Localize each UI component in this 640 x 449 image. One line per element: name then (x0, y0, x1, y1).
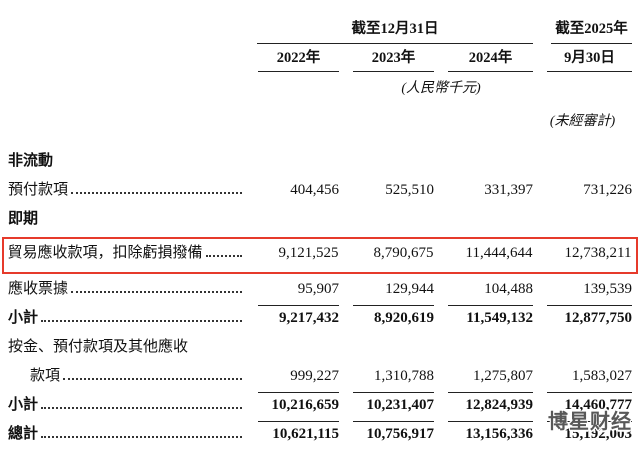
cell-value (434, 349, 533, 351)
cell-value: 12,824,939 (434, 392, 533, 422)
cell-value: 10,216,659 (250, 392, 339, 422)
unaudited-note: (未經審計) (549, 114, 616, 129)
row-label-text: 小計 (8, 310, 39, 326)
dot-leader (41, 436, 242, 438)
table-row: 預付款項 404,456 525,510 331,397 731,226 (8, 177, 632, 206)
table-row: 總計 10,621,115 10,756,917 13,156,336 15,192,0… (8, 421, 632, 449)
cell-value (533, 221, 632, 223)
cell-value: 525,510 (385, 182, 434, 198)
row-label: 貿易應收款項，扣除虧損撥備 (8, 240, 250, 267)
table-unit-note-row: (人民幣千元) (8, 72, 632, 96)
table-row: 小計 10,216,659 10,231,407 12,824,939 14,460,7… (8, 392, 632, 422)
row-label: 應收票據 (8, 276, 250, 303)
table-body: 非流動預付款項 404,456 525,510 331,397 731,226 即期貿易應… (2, 148, 638, 449)
cell-value (434, 163, 533, 165)
cell-value (339, 221, 434, 223)
header-spacer (8, 16, 250, 44)
cell-value: 331,397 (484, 182, 533, 198)
cell-value: 999,227 (250, 363, 339, 393)
row-label: 小計 (8, 392, 250, 419)
dot-leader (71, 192, 242, 194)
cell-value: 9,217,432 (279, 310, 339, 326)
cell-value: 11,444,644 (465, 245, 533, 261)
row-label: 款項 (8, 363, 250, 390)
cell-value: 12,738,211 (564, 245, 632, 261)
table-row-highlighted: 貿易應收款項，扣除虧損撥備 9,121,525 8,790,675 11,444,64… (2, 237, 638, 274)
header-year-2022: 2022年 (258, 46, 339, 72)
header-year-2023: 2023年 (353, 46, 434, 72)
table-row: 應收票據 95,907 129,944 104,488 139,539 (8, 276, 632, 306)
dot-leader (63, 378, 242, 380)
cell-value: 731,226 (583, 182, 632, 198)
table-row: 非流動 (8, 148, 632, 177)
cell-value: 13,156,336 (434, 421, 534, 449)
table-row: 小計 9,217,432 8,920,619 11,549,132 12,877,750 (8, 305, 632, 334)
cell-value (250, 221, 339, 223)
cell-value (339, 349, 434, 351)
dot-leader (205, 255, 242, 257)
cell-value (339, 163, 434, 165)
row-label: 總計 (8, 421, 250, 448)
cell-value: 15,192,003 (533, 421, 633, 449)
cell-value: 14,460,777 (533, 392, 632, 422)
header-group-2025: 截至2025年 (551, 17, 632, 44)
cell-value: 139,539 (533, 276, 632, 306)
header-spacer (8, 44, 250, 72)
row-label: 即期 (8, 206, 250, 233)
cell-value (250, 349, 339, 351)
cell-value (533, 163, 632, 165)
cell-value: 129,944 (339, 276, 434, 306)
cell-value: 1,310,788 (339, 363, 434, 393)
row-label-text: 小計 (8, 397, 39, 413)
dot-leader (41, 320, 242, 322)
table-row: 按金、預付款項及其他應收 (8, 334, 632, 363)
row-label-text: 款項 (30, 368, 61, 384)
cell-value: 10,231,407 (339, 392, 434, 422)
cell-value: 10,756,917 (339, 421, 435, 449)
table-row: 即期 (8, 206, 632, 235)
header-group-dec31: 截至12月31日 (257, 17, 533, 44)
row-label-text: 即期 (8, 211, 39, 227)
cell-value: 11,549,132 (466, 310, 533, 326)
row-label: 小計 (8, 305, 250, 332)
row-label-text: 應收票據 (8, 281, 69, 297)
header-gap (533, 16, 551, 44)
cell-value: 10,621,115 (250, 421, 339, 449)
cell-value: 95,907 (250, 276, 339, 306)
dot-leader (71, 291, 242, 293)
row-label: 預付款項 (8, 177, 250, 204)
cell-value: 104,488 (434, 276, 533, 306)
row-label: 按金、預付款項及其他應收 (8, 334, 250, 361)
cell-value: 9,121,525 (278, 245, 339, 261)
row-label-text: 貿易應收款項，扣除虧損撥備 (7, 245, 203, 261)
cell-value: 1,583,027 (533, 363, 632, 393)
cell-value: 8,920,619 (374, 310, 434, 326)
cell-value: 8,790,675 (373, 245, 434, 261)
cell-value: 12,877,750 (564, 310, 633, 326)
row-label: 非流動 (8, 148, 250, 175)
row-label-text: 按金、預付款項及其他應收 (8, 339, 189, 355)
table-header-years: 2022年 2023年 2024年 9月30日 (8, 44, 632, 72)
row-label-text: 非流動 (8, 153, 54, 169)
unit-note: (人民幣千元) (401, 81, 481, 96)
row-label-text: 總計 (8, 426, 39, 442)
cell-value: 404,456 (290, 182, 339, 198)
cell-value (434, 221, 533, 223)
header-date-sep30: 9月30日 (547, 46, 632, 72)
dot-leader (41, 407, 242, 409)
row-label-text: 預付款項 (8, 182, 69, 198)
table-unaudited-note-row: (未經審計) (8, 102, 632, 132)
header-year-2024: 2024年 (448, 46, 533, 72)
cell-value (250, 163, 339, 165)
cell-value: 1,275,807 (434, 363, 533, 393)
table-header-groups: 截至12月31日 截至2025年 (8, 16, 632, 44)
table-row: 款項 999,227 1,310,788 1,275,807 1,583,027 (8, 363, 632, 393)
cell-value (533, 349, 632, 351)
